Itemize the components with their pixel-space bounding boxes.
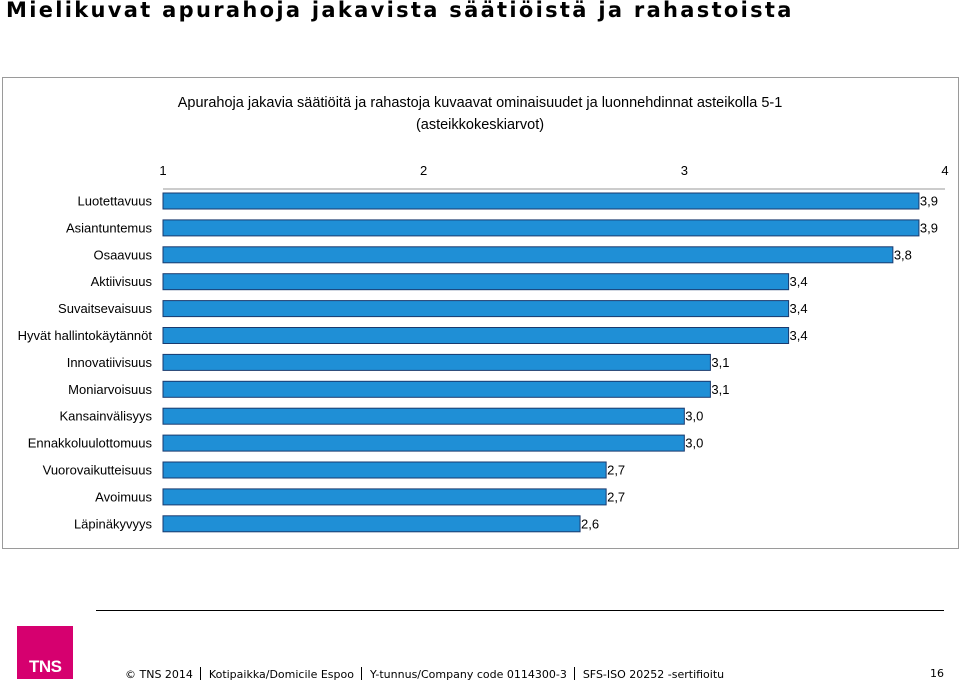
data-label: 3,0 bbox=[685, 409, 703, 424]
data-label: 3,9 bbox=[920, 194, 938, 209]
category-label: Vuorovaikutteisuus bbox=[43, 463, 153, 478]
data-label: 3,9 bbox=[920, 220, 938, 235]
bar bbox=[162, 327, 790, 344]
footer-address: Kotipaikka/Domicile Espoo bbox=[208, 668, 354, 681]
data-label: 2,7 bbox=[607, 463, 625, 478]
bar bbox=[162, 246, 894, 264]
data-label: 3,4 bbox=[790, 301, 808, 316]
footer-separator bbox=[361, 667, 363, 680]
bar bbox=[162, 407, 685, 425]
category-label: Läpinäkyvyys bbox=[74, 516, 153, 531]
bar bbox=[162, 380, 711, 398]
bar bbox=[162, 461, 607, 479]
tns-logo: TNS bbox=[17, 626, 73, 679]
data-label: 2,6 bbox=[581, 516, 599, 531]
category-label: Avoimuus bbox=[95, 489, 152, 504]
x-tick-label: 4 bbox=[941, 163, 948, 178]
bar bbox=[162, 192, 920, 210]
bar bbox=[162, 300, 790, 318]
x-tick-label: 2 bbox=[420, 163, 427, 178]
category-label: Suvaitsevaisuus bbox=[58, 301, 152, 316]
data-label: 3,4 bbox=[790, 328, 808, 343]
category-label: Kansainvälisyys bbox=[60, 409, 153, 424]
footer-divider bbox=[96, 610, 944, 611]
footer-separator bbox=[574, 667, 576, 680]
data-label: 2,7 bbox=[607, 489, 625, 504]
category-label: Asiantuntemus bbox=[66, 220, 152, 235]
chart-title: Apurahoja jakavia säätiöitä ja rahastoja… bbox=[0, 92, 960, 136]
bar bbox=[162, 434, 685, 452]
category-label: Luotettavuus bbox=[78, 194, 153, 209]
category-label: Hyvät hallintokäytännöt bbox=[18, 328, 153, 343]
data-label: 3,1 bbox=[711, 382, 729, 397]
data-label: 3,4 bbox=[790, 274, 808, 289]
data-label: 3,1 bbox=[711, 355, 729, 370]
footer-text: © TNS 2014 Kotipaikka/Domicile Espoo Y-t… bbox=[125, 667, 724, 681]
bar bbox=[162, 273, 790, 291]
category-label: Ennakkoluulottomuus bbox=[28, 436, 153, 451]
chart-title-line-2: (asteikkokeskiarvot) bbox=[415, 117, 545, 133]
data-label: 3,0 bbox=[685, 436, 703, 451]
tns-logo-text: TNS bbox=[29, 657, 62, 676]
chart-title-line-1: Apurahoja jakavia säätiöitä ja rahastoja… bbox=[177, 95, 783, 111]
footer-company-code: Y-tunnus/Company code 0114300-3 bbox=[369, 668, 567, 681]
x-tick-label: 3 bbox=[681, 163, 688, 178]
x-tick-label: 1 bbox=[159, 163, 166, 178]
footer-certification: SFS-ISO 20252 -sertifioitu bbox=[582, 668, 725, 681]
page-number: 16 bbox=[930, 667, 944, 680]
bar bbox=[162, 219, 920, 237]
data-label: 3,8 bbox=[894, 247, 912, 262]
category-label: Aktiivisuus bbox=[91, 274, 153, 289]
bar bbox=[162, 515, 581, 533]
footer-separator bbox=[200, 667, 202, 680]
category-label: Osaavuus bbox=[93, 247, 152, 262]
bar bbox=[162, 488, 607, 506]
category-label: Moniarvoisuus bbox=[68, 382, 152, 397]
footer-copyright: © TNS 2014 bbox=[125, 668, 193, 681]
category-label: Innovatiivisuus bbox=[67, 355, 153, 370]
bar bbox=[162, 353, 711, 371]
page-title: Mielikuvat apurahoja jakavista säätiöist… bbox=[6, 0, 794, 22]
